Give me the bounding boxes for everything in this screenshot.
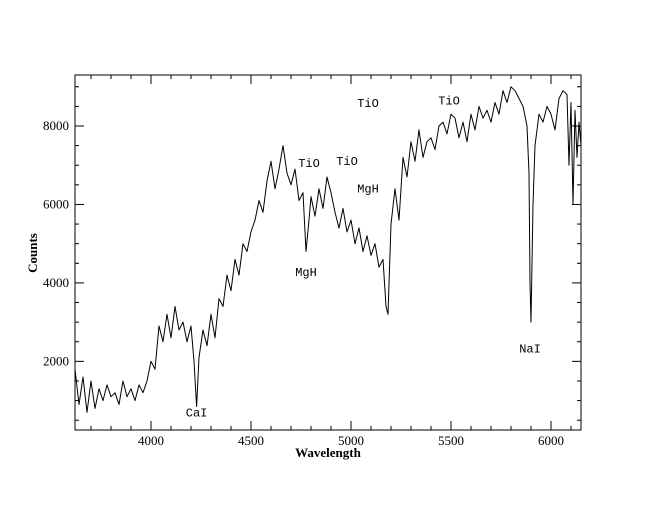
line-annotation: MgH — [357, 183, 379, 197]
line-annotation: TiO — [438, 94, 460, 108]
axis-ticks — [75, 75, 581, 430]
line-annotation: TiO — [357, 97, 379, 111]
x-tick-label: 5000 — [338, 433, 364, 448]
axis-tick-labels: 4000 4500 5000 5500 6000 2000 4000 6000 8000 — [43, 118, 564, 448]
line-annotations: CaI MgH TiO TiO MgH TiO TiO NaI — [186, 94, 541, 420]
x-tick-label: 5500 — [438, 433, 464, 448]
y-tick-label: 2000 — [43, 353, 69, 368]
y-tick-label: 4000 — [43, 275, 69, 290]
line-annotation: MgH — [295, 266, 317, 280]
x-tick-label: 4000 — [138, 433, 164, 448]
x-tick-label: 6000 — [538, 433, 564, 448]
spectrum-line — [74, 86, 582, 413]
y-axis-label: Counts — [25, 233, 40, 273]
y-tick-label: 6000 — [43, 196, 69, 211]
line-annotation: CaI — [186, 406, 208, 420]
line-annotation: TiO — [336, 155, 358, 169]
plot-border — [74, 74, 582, 431]
line-annotation: TiO — [298, 157, 320, 171]
series-layer — [74, 86, 582, 413]
x-tick-label: 4500 — [238, 433, 264, 448]
plot-frame — [74, 74, 582, 431]
line-annotation: NaI — [519, 343, 541, 357]
x-axis-label: Wavelength — [295, 445, 361, 460]
y-tick-label: 8000 — [43, 118, 69, 133]
